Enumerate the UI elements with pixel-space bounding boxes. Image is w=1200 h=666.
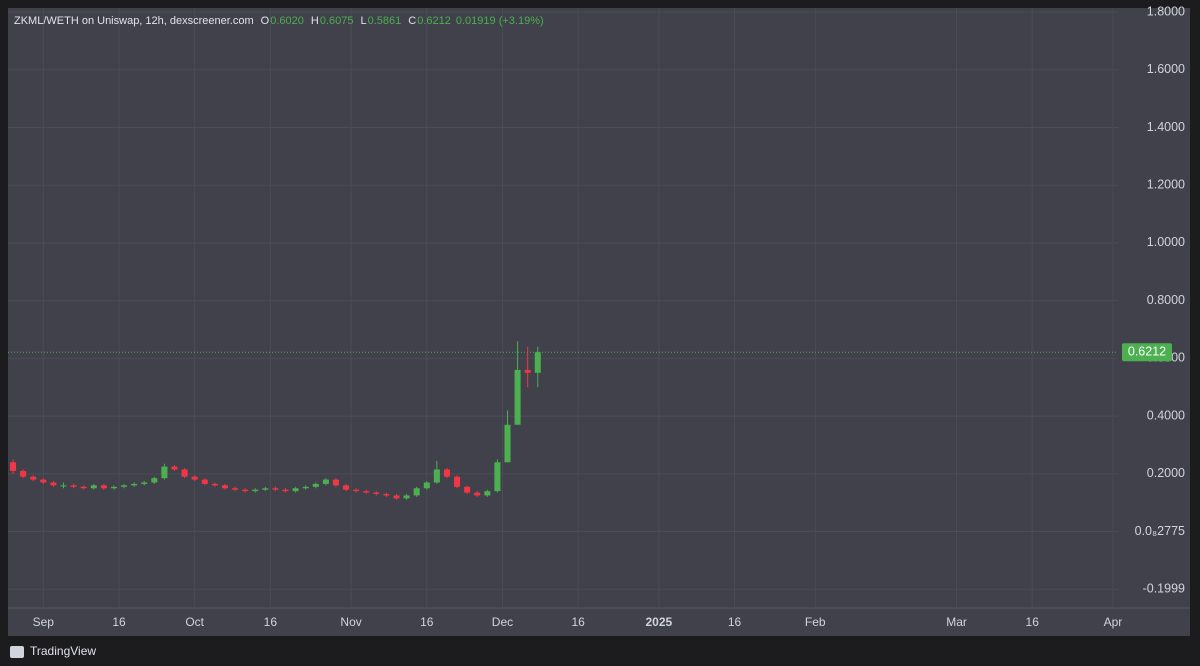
ohlc-value: 0.6020 <box>270 15 304 27</box>
ohlc-value: 0.6212 <box>417 15 451 27</box>
candle-body <box>221 485 228 489</box>
ohlc-label: C <box>408 15 416 27</box>
last-price-badge <box>1122 343 1172 362</box>
candle-body <box>141 482 148 484</box>
x-tick-label: Dec <box>492 615 513 629</box>
y-tick-label: 1.0000 <box>1147 235 1185 249</box>
candle-body <box>413 488 420 496</box>
candle-body <box>443 469 450 477</box>
candle-body <box>191 476 198 480</box>
candle-body <box>312 483 319 487</box>
y-tick-label: 1.8000 <box>1147 4 1185 18</box>
last-price-label: 0.6212 <box>1128 345 1166 359</box>
y-tick-label: 1.4000 <box>1147 120 1185 134</box>
candle-body <box>332 479 339 486</box>
candle-body <box>151 478 158 483</box>
header-title: ZKML/WETH on Uniswap, 12h, dexscreener.c… <box>14 15 254 27</box>
candle-body <box>100 485 107 489</box>
candle-body <box>322 479 329 484</box>
candle-body <box>474 492 481 496</box>
x-tick-label: Mar <box>946 615 967 629</box>
candle-body <box>524 369 531 373</box>
candle-body <box>60 485 67 487</box>
candle-body <box>70 485 77 487</box>
x-tick-label: 16 <box>1026 615 1040 629</box>
x-tick-label: Sep <box>33 615 55 629</box>
y-tick-label: 0.8000 <box>1147 293 1185 307</box>
candle-body <box>514 369 521 425</box>
candle-body <box>302 486 309 489</box>
x-tick-label: Nov <box>340 615 361 629</box>
candle-body <box>282 489 289 492</box>
candle-body <box>171 466 178 470</box>
footer-logo: TradingView <box>10 644 96 658</box>
candle-body <box>343 485 350 490</box>
candle-body <box>232 488 239 490</box>
ohlc-label: H <box>311 15 319 27</box>
x-tick-label: 16 <box>571 615 585 629</box>
x-tick-label: 16 <box>112 615 126 629</box>
y-tick-label: 0.0₈2775 <box>1135 524 1185 538</box>
x-tick-label: 16 <box>728 615 742 629</box>
candle-body <box>454 476 461 487</box>
chart-background <box>8 8 1190 636</box>
candle-body <box>504 424 511 463</box>
candle-body <box>252 489 259 492</box>
candle-body <box>353 489 360 492</box>
candle-body <box>534 352 541 373</box>
header-change: 0.01919 (+3.19%) <box>456 15 544 27</box>
candle-body <box>121 485 128 487</box>
x-tick-label: 2025 <box>646 615 673 629</box>
candle-body <box>201 479 208 484</box>
x-tick-label: Feb <box>805 615 826 629</box>
ohlc-value: 0.6075 <box>320 15 354 27</box>
footer-text: TradingView <box>30 644 96 658</box>
y-tick-label: 0.4000 <box>1147 408 1185 422</box>
candle-body <box>161 466 168 479</box>
ohlc-label: L <box>360 15 366 27</box>
x-tick-label: 16 <box>420 615 434 629</box>
candle-body <box>423 482 430 489</box>
y-tick-label: -0.1999 <box>1143 582 1185 596</box>
y-tick-label: 1.2000 <box>1147 177 1185 191</box>
candle-body <box>40 479 47 483</box>
candle-body <box>181 469 188 477</box>
candle-body <box>484 491 491 496</box>
candle-body <box>292 488 299 492</box>
candle-body <box>131 483 138 486</box>
candle-body <box>50 482 57 486</box>
candle-body <box>80 486 87 489</box>
x-tick-label: Oct <box>185 615 204 629</box>
x-tick-label: Apr <box>1104 615 1123 629</box>
candle-body <box>494 462 501 492</box>
candle-body <box>464 486 471 493</box>
ohlc-value: 0.5861 <box>368 15 402 27</box>
candle-body <box>272 488 279 490</box>
candle-body <box>20 470 27 477</box>
chart-header: ZKML/WETH on Uniswap, 12h, dexscreener.c… <box>14 15 544 27</box>
candle-body <box>10 462 17 471</box>
candle-body <box>90 485 97 489</box>
candle-body <box>211 483 218 486</box>
x-tick-label: 16 <box>264 615 278 629</box>
candle-body <box>393 495 400 499</box>
candle-body <box>383 494 390 496</box>
candle-body <box>262 488 269 490</box>
candle-body <box>373 492 380 495</box>
logo-icon <box>10 646 24 658</box>
y-tick-label: 0.2000 <box>1147 466 1185 480</box>
candle-body <box>110 486 117 489</box>
candle-body <box>433 469 440 483</box>
candle-body <box>30 476 37 480</box>
candle-body <box>403 495 410 499</box>
ohlc-label: O <box>261 15 270 27</box>
candle-body <box>242 489 249 492</box>
y-tick-label: 1.6000 <box>1147 62 1185 76</box>
candle-body <box>363 491 370 493</box>
